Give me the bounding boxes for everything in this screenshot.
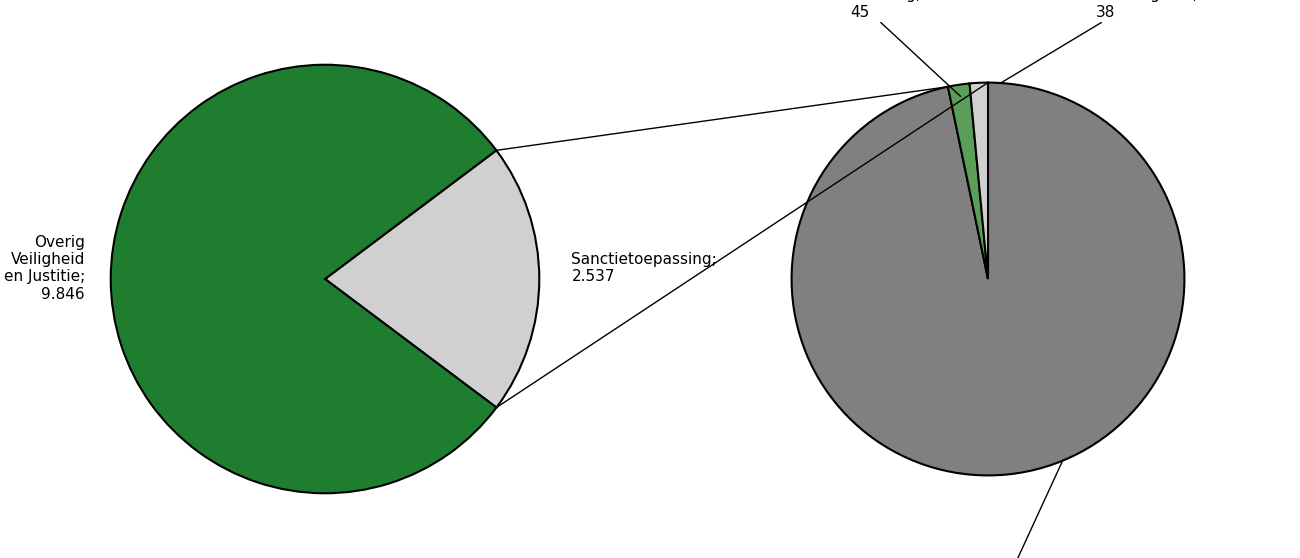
Wedge shape (111, 65, 497, 493)
Text: Preventieve
maatregelen;
38: Preventieve maatregelen; 38 (1000, 0, 1199, 84)
Text: Tenuitvoerlegging strafrechtelijke
sancties en vreemdelingenbewaring;
2.454: Tenuitvoerlegging strafrechtelijke sanct… (862, 461, 1145, 558)
Wedge shape (792, 83, 1184, 475)
Wedge shape (325, 150, 540, 407)
Text: Sanctietoepassing;
2.537: Sanctietoepassing; 2.537 (572, 252, 718, 285)
Text: Overig
Veiligheid
en Justitie;
9.846: Overig Veiligheid en Justitie; 9.846 (4, 235, 84, 302)
Text: Slachtofferzorg;
45: Slachtofferzorg; 45 (800, 0, 961, 97)
Wedge shape (970, 83, 988, 279)
Wedge shape (948, 84, 988, 279)
